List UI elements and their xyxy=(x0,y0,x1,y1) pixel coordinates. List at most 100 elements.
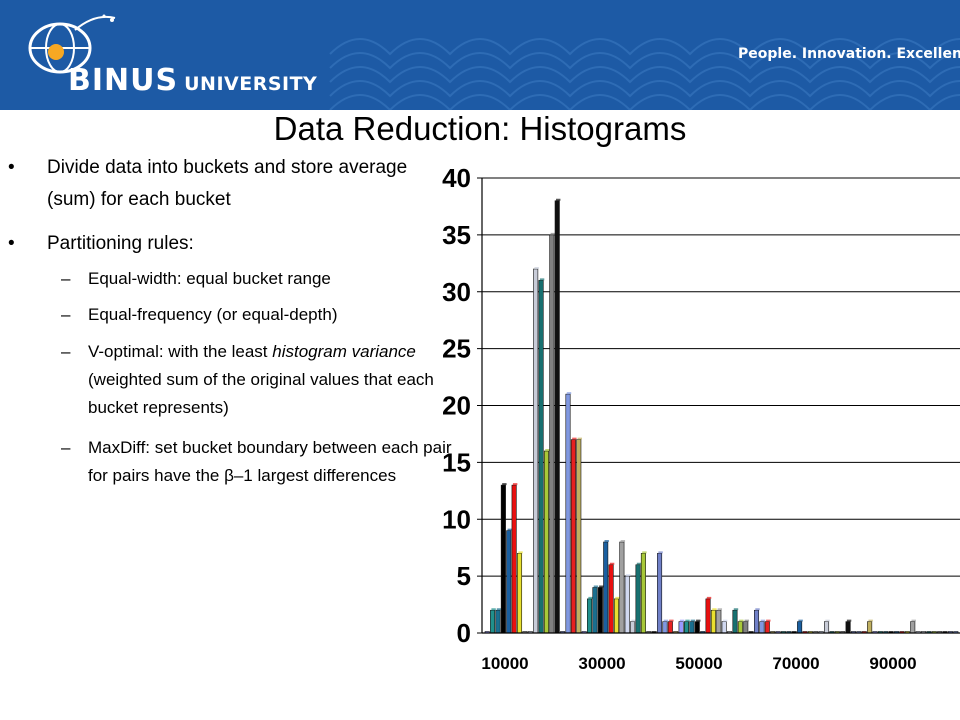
bar xyxy=(737,621,743,634)
bar-cap xyxy=(534,267,539,269)
bar-cap xyxy=(825,619,830,622)
y-tick-label: 15 xyxy=(442,447,471,477)
bar-cap xyxy=(696,619,701,622)
sub-bullet-3-post: (weighted sum of the original values tha… xyxy=(88,370,434,417)
bar xyxy=(619,541,625,634)
bar xyxy=(613,598,619,634)
y-tick-label: 35 xyxy=(442,220,471,250)
bar xyxy=(845,621,851,634)
y-tick-label: 20 xyxy=(442,391,471,421)
y-tick-label: 10 xyxy=(442,504,471,534)
bar-cap xyxy=(507,528,512,531)
x-tick-label: 10000 xyxy=(481,654,528,673)
bar xyxy=(533,268,539,634)
bar-cap xyxy=(766,619,771,622)
bar-cap xyxy=(539,278,545,281)
bar-cap xyxy=(739,619,744,622)
y-tick-label: 40 xyxy=(442,165,471,193)
bars xyxy=(484,198,959,634)
bar-cap xyxy=(556,198,561,201)
bar-cap xyxy=(491,608,496,611)
bar-cap xyxy=(685,619,690,622)
bar xyxy=(824,621,830,634)
y-tick-labels: 0 5 10 15 20 25 30 35 40 xyxy=(442,165,482,648)
bar xyxy=(678,621,684,634)
bullet-item-1: Divide data into buckets and store avera… xyxy=(8,152,447,216)
grid-lines xyxy=(482,177,960,577)
bar-cap xyxy=(496,608,502,611)
bar xyxy=(657,553,663,634)
bar xyxy=(511,484,517,634)
bar-cap xyxy=(723,619,728,622)
bar-cap xyxy=(679,619,685,622)
y-tick-label: 30 xyxy=(442,277,471,307)
bar xyxy=(630,621,636,634)
bar-cap xyxy=(669,619,674,622)
bar xyxy=(721,621,727,634)
bar-cap xyxy=(744,619,749,622)
bar-cap xyxy=(604,540,609,542)
header-banner: BINUS UNIVERSITY People. Innovation. Exce… xyxy=(0,0,960,110)
bar-cap xyxy=(712,608,717,611)
bar-cap xyxy=(706,596,712,599)
bar xyxy=(716,609,722,634)
brand-name: BINUS xyxy=(68,63,179,98)
y-tick-label: 25 xyxy=(442,334,471,364)
bar xyxy=(592,587,598,634)
bar xyxy=(867,621,873,634)
bar-cap xyxy=(566,392,572,395)
header-wave-pattern xyxy=(329,38,960,110)
bar-cap xyxy=(593,585,599,588)
bar xyxy=(689,621,695,634)
bar xyxy=(597,587,603,634)
bar xyxy=(662,621,668,634)
sub-bullet-3-pre: V-optimal: with the least xyxy=(88,342,273,361)
bar xyxy=(603,541,609,634)
bar-cap xyxy=(846,619,852,622)
sub-bullet-3-emphasis: histogram variance xyxy=(272,342,416,361)
bar-cap xyxy=(545,449,550,451)
bar-cap xyxy=(609,562,615,565)
bar-cap xyxy=(502,483,507,486)
bar-cap xyxy=(690,619,696,622)
bar xyxy=(495,609,501,634)
x-tick-label: 30000 xyxy=(578,654,625,673)
sub-bullet-1: Equal-width: equal bucket range xyxy=(61,265,468,293)
y-tick-label: 0 xyxy=(457,618,471,648)
bar-cap xyxy=(620,540,626,542)
bar-cap xyxy=(760,619,766,622)
bar xyxy=(587,598,593,634)
bullet-item-2: Partitioning rules: xyxy=(8,228,447,260)
bar xyxy=(710,609,716,634)
bar-cap xyxy=(663,619,669,622)
bar xyxy=(500,484,506,634)
sub-bullet-4: MaxDiff: set bucket boundary between eac… xyxy=(61,434,468,490)
bar-cap xyxy=(717,608,723,611)
bar xyxy=(759,621,765,634)
x-tick-label: 90000 xyxy=(869,654,916,673)
bar-cap xyxy=(572,437,577,440)
bar xyxy=(543,450,549,634)
bar-cap xyxy=(911,619,916,622)
bar xyxy=(743,621,749,634)
bar xyxy=(910,621,916,634)
bar xyxy=(683,621,690,634)
bar xyxy=(517,553,523,634)
bar-cap xyxy=(636,562,642,565)
bar-cap xyxy=(512,483,518,486)
x-tick-label: 50000 xyxy=(675,654,722,673)
bar xyxy=(705,598,711,634)
bar-cap xyxy=(577,437,582,440)
brand-suffix: UNIVERSITY xyxy=(184,73,318,95)
sub-bullet-2: Equal-frequency (or equal-depth) xyxy=(61,301,468,329)
bar xyxy=(549,234,555,634)
bar xyxy=(576,439,582,634)
bar xyxy=(640,553,646,634)
bar-cap xyxy=(733,608,739,611)
bar xyxy=(570,439,576,634)
bar-cap xyxy=(798,619,803,622)
bar-cap xyxy=(518,551,523,554)
y-tick-label: 5 xyxy=(457,561,471,591)
bar xyxy=(732,609,738,634)
brand-logo: BINUS UNIVERSITY xyxy=(68,63,317,98)
